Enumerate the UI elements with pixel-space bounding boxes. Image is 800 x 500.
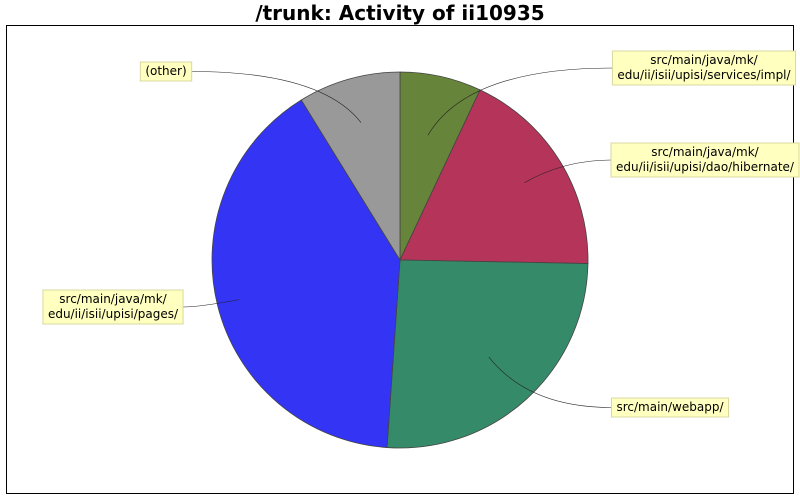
slice-label-box-0: [611, 50, 797, 86]
slice-label-box-2: [610, 397, 730, 418]
pie-slice-4: [300, 71, 401, 262]
label-leader-3: [183, 299, 240, 308]
slice-labels: src/main/java/mk/edu/ii/isii/upisi/servi…: [42, 50, 800, 418]
slice-label-text-1-0: src/main/java/mk/: [651, 145, 759, 159]
slice-label-box-1: [610, 142, 800, 178]
slice-label-box-4: [139, 61, 193, 82]
pie-slices: [211, 71, 589, 449]
slice-label-text-2-0: src/main/webapp/: [616, 400, 724, 414]
slice-label-1: src/main/java/mk/edu/ii/isii/upisi/dao/h…: [610, 142, 800, 178]
label-leader-4: [191, 71, 362, 123]
slice-label-4: (other): [139, 61, 193, 82]
slice-label-text-0-0: src/main/java/mk/: [650, 53, 758, 67]
slice-label-text-3-1: edu/ii/isii/upisi/pages/: [48, 307, 179, 321]
slice-label-text-0-1: edu/ii/isii/upisi/services/impl/: [617, 68, 791, 82]
pie-slice-3: [211, 99, 401, 448]
pie-slice-2: [386, 259, 589, 449]
label-leader-0: [427, 67, 613, 136]
plot-area: [6, 25, 794, 494]
slice-label-text-3-0: src/main/java/mk/: [59, 292, 167, 306]
slice-label-3: src/main/java/mk/edu/ii/isii/upisi/pages…: [42, 289, 184, 325]
slice-label-0: src/main/java/mk/edu/ii/isii/upisi/servi…: [611, 50, 797, 86]
slice-label-text-4-0: (other): [145, 64, 186, 78]
label-leader-1: [524, 159, 612, 183]
label-leaders: [183, 67, 613, 408]
slice-label-2: src/main/webapp/: [610, 397, 730, 418]
label-leader-2: [488, 356, 612, 408]
slice-label-box-3: [42, 289, 184, 325]
chart-title: /trunk: Activity of ii10935: [255, 1, 545, 25]
slice-label-text-1-1: edu/ii/isii/upisi/dao/hibernate/: [616, 160, 795, 174]
pie-slice-1: [399, 89, 589, 264]
